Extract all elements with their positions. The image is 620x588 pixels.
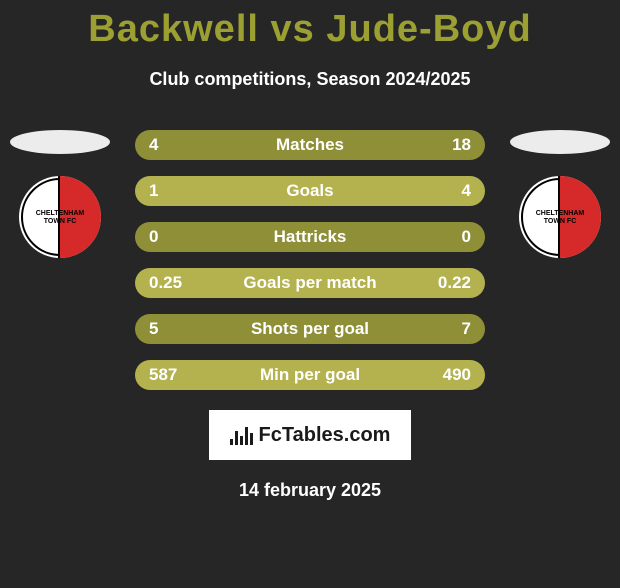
stat-row: 0 Hattricks 0	[135, 222, 485, 252]
stat-row: 5 Shots per goal 7	[135, 314, 485, 344]
watermark: FcTables.com	[209, 410, 411, 460]
stat-label: Goals	[209, 181, 411, 201]
player2-name: Jude-Boyd	[326, 8, 531, 50]
stat-label: Shots per goal	[209, 319, 411, 339]
left-badge-column: CHELTENHAM TOWN FC	[10, 130, 110, 258]
country-flag-left	[10, 130, 110, 154]
stat-value-left: 1	[149, 181, 209, 201]
stat-value-left: 0.25	[149, 273, 209, 293]
comparison-title: Backwell vs Jude-Boyd	[0, 8, 620, 51]
date-text: 14 february 2025	[0, 480, 620, 501]
stat-value-left: 587	[149, 365, 209, 385]
stat-row: 1 Goals 4	[135, 176, 485, 206]
stat-value-right: 7	[411, 319, 471, 339]
country-flag-right	[510, 130, 610, 154]
club-badge-left: CHELTENHAM TOWN FC	[19, 176, 101, 258]
club-badge-right: CHELTENHAM TOWN FC	[519, 176, 601, 258]
stat-value-right: 18	[411, 135, 471, 155]
stat-value-left: 0	[149, 227, 209, 247]
stat-rows: 4 Matches 18 1 Goals 4 0 Hattricks 0 0.2…	[135, 130, 485, 390]
stat-row: 587 Min per goal 490	[135, 360, 485, 390]
vs-text: vs	[271, 8, 315, 50]
player1-name: Backwell	[88, 8, 259, 50]
stat-label: Goals per match	[209, 273, 411, 293]
club-name-line2: TOWN FC	[519, 218, 601, 225]
subtitle: Club competitions, Season 2024/2025	[0, 69, 620, 90]
right-badge-column: CHELTENHAM TOWN FC	[510, 130, 610, 258]
watermark-text: FcTables.com	[259, 424, 391, 447]
stat-value-right: 490	[411, 365, 471, 385]
stat-value-right: 0	[411, 227, 471, 247]
stat-value-right: 4	[411, 181, 471, 201]
stat-label: Min per goal	[209, 365, 411, 385]
stat-row: 0.25 Goals per match 0.22	[135, 268, 485, 298]
stat-value-left: 4	[149, 135, 209, 155]
stat-value-right: 0.22	[411, 273, 471, 293]
badge-accent	[60, 176, 101, 258]
club-name-line1: CHELTENHAM	[19, 210, 101, 217]
stat-row: 4 Matches 18	[135, 130, 485, 160]
watermark-bars-icon	[230, 425, 253, 445]
stat-label: Matches	[209, 135, 411, 155]
club-name-line1: CHELTENHAM	[519, 210, 601, 217]
stat-label: Hattricks	[209, 227, 411, 247]
stat-value-left: 5	[149, 319, 209, 339]
club-name-line2: TOWN FC	[19, 218, 101, 225]
stats-area: CHELTENHAM TOWN FC CHELTENHAM TOWN FC 4 …	[0, 130, 620, 390]
badge-accent	[560, 176, 601, 258]
